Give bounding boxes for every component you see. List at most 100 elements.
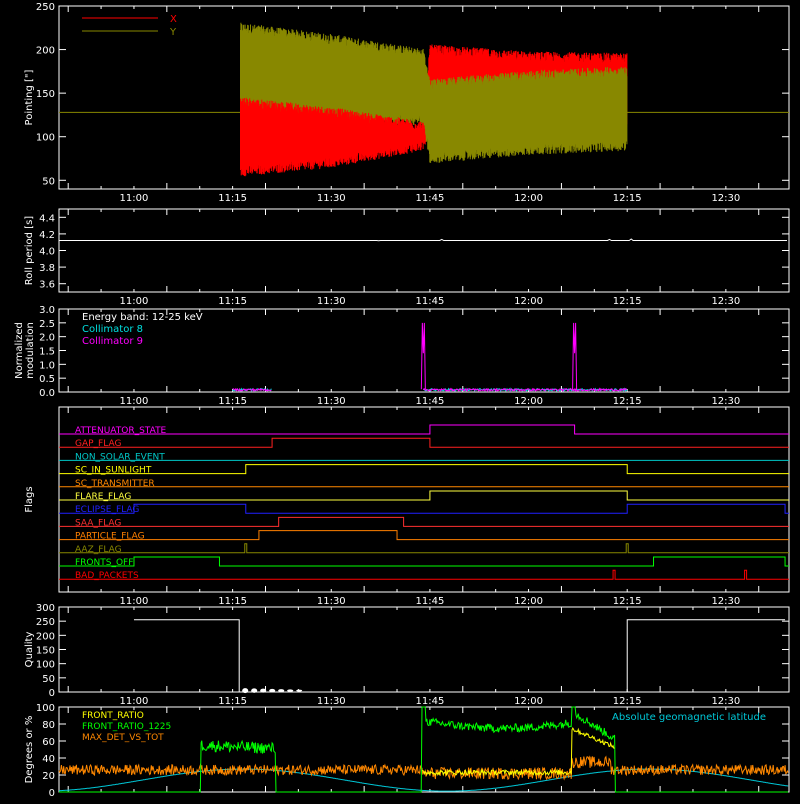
time-tick-label: 12:15 [613, 193, 642, 204]
front-ratio-line [421, 727, 615, 777]
y-tick-label: 3.6 [39, 280, 55, 291]
time-tick-label: 12:15 [613, 596, 642, 607]
flag-line-attenuator-state [59, 424, 789, 435]
y-tick-label: 1.0 [39, 360, 55, 371]
y-tick-label: 80 [42, 720, 55, 731]
y-axis-label-text: Quality [24, 632, 35, 668]
flag-label: NON_SOLAR_EVENT [75, 452, 165, 462]
time-tick-label: 11:45 [416, 696, 445, 707]
time-tick-label: 11:00 [120, 696, 149, 707]
time-tick-label: 11:00 [120, 396, 149, 407]
time-tick-label: 12:00 [514, 396, 543, 407]
time-tick-label: 11:45 [416, 296, 445, 307]
time-tick-label: 11:30 [317, 396, 346, 407]
front-ratio-1225-line [59, 706, 789, 793]
y-tick-label: 4.4 [39, 213, 55, 224]
quality-blip [269, 688, 276, 693]
quality-blip [296, 689, 303, 692]
y-axis-label: Quality [24, 632, 35, 668]
quality-blip [242, 688, 249, 694]
time-tick-label: 11:15 [218, 396, 247, 407]
pointing-y-series [421, 49, 628, 163]
flag-label: SC_IN_SUNLIGHT [75, 466, 152, 476]
legend-label-front-ratio-1225: FRONT_RATIO_1225 [82, 722, 171, 732]
flag-line-eclipse-flag [59, 503, 789, 514]
y-tick-label: 300 [36, 603, 55, 614]
time-tick-label: 12:30 [711, 396, 740, 407]
y-tick-label: 250 [36, 2, 55, 13]
energy-band-annotation: Energy band: 12-25 keV [82, 312, 203, 323]
time-tick-label: 12:30 [711, 296, 740, 307]
y-tick-label: 150 [36, 646, 55, 657]
time-tick-label: 12:15 [613, 296, 642, 307]
y-tick-label: 200 [36, 631, 55, 642]
y-tick-label: 0 [49, 788, 55, 799]
flag-label: SAA_FLAG [75, 518, 121, 528]
flag-label: PARTICLE_FLAG [75, 532, 145, 542]
y-tick-label: 4.0 [39, 247, 55, 258]
y-axis-label-text: Flags [24, 486, 35, 512]
y-tick-label: 3.0 [39, 305, 55, 316]
flag-label: AAZ_FLAG [75, 545, 122, 555]
legend-label-collimator: Collimator 8 [82, 324, 143, 335]
flag-label: SC_TRANSMITTER [75, 479, 155, 489]
quality-blip [251, 688, 258, 693]
time-tick-label: 11:15 [218, 296, 247, 307]
quality-blip [260, 688, 267, 693]
y-tick-label: 20 [42, 771, 55, 782]
y-tick-label: 40 [42, 754, 55, 765]
flag-line-flare-flag [59, 490, 789, 501]
y-tick-label: 3.8 [39, 263, 55, 274]
y-axis-label-text: Degrees or % [24, 716, 35, 784]
legend-label-front-ratio: FRONT_RATIO [82, 711, 144, 721]
legend-label-geomag: Absolute geomagnetic latitude [612, 712, 766, 723]
legend-label-collimator: Collimator 9 [82, 336, 143, 347]
y-tick-label: 50 [42, 674, 55, 685]
quality-blip [278, 689, 285, 693]
time-tick-label: 11:30 [317, 596, 346, 607]
panel-frame-1 [58, 208, 790, 293]
time-tick-label: 12:30 [711, 193, 740, 204]
y-tick-label: 100 [36, 660, 55, 671]
y-axis-label: Roll period [s] [24, 216, 35, 285]
time-tick-label: 11:00 [120, 596, 149, 607]
flag-line-gap-flag [59, 437, 789, 448]
pointing-x-series [240, 97, 423, 177]
y-tick-label: 200 [36, 46, 55, 57]
time-tick-label: 11:30 [317, 193, 346, 204]
flag-line-aaz-flag [59, 543, 789, 554]
flag-label: ECLIPSE_FLAG [75, 505, 139, 515]
pointing-y-series [240, 22, 423, 133]
time-tick-label: 11:15 [218, 193, 247, 204]
y-axis-label-line: modulation [25, 322, 36, 379]
y-tick-label: 1.5 [39, 347, 55, 358]
time-tick-label: 11:45 [416, 596, 445, 607]
quality-line [133, 619, 786, 693]
y-axis-label-text: Roll period [s] [24, 216, 35, 285]
time-tick-label: 12:00 [514, 596, 543, 607]
time-tick-label: 12:00 [514, 696, 543, 707]
roll-period-line [59, 238, 787, 242]
legend-label-max-det-vs-tot: MAX_DET_VS_TOT [82, 733, 164, 743]
legend-label-x: X [170, 14, 177, 25]
y-tick-label: 100 [36, 133, 55, 144]
time-tick-label: 12:00 [514, 296, 543, 307]
time-tick-label: 12:30 [711, 696, 740, 707]
y-axis-label: Flags [24, 486, 35, 512]
time-tick-label: 11:15 [218, 596, 247, 607]
time-tick-label: 11:15 [218, 696, 247, 707]
flag-line-saa-flag [59, 516, 789, 527]
time-tick-label: 11:45 [416, 193, 445, 204]
y-axis-label-text: Pointing ["] [24, 69, 35, 125]
y-tick-label: 0 [49, 688, 55, 699]
y-axis-label: Degrees or % [24, 716, 35, 784]
panel-frame-0 [58, 5, 790, 190]
modulation-series-collimator-9 [232, 387, 628, 393]
flag-label: FRONTS_OFF [75, 558, 133, 568]
time-tick-label: 11:45 [416, 396, 445, 407]
flag-label: BAD_PACKETS [75, 571, 139, 581]
flag-line-fronts-off [59, 556, 789, 567]
y-tick-label: 50 [42, 176, 55, 187]
y-axis-label: Pointing ["] [24, 69, 35, 125]
